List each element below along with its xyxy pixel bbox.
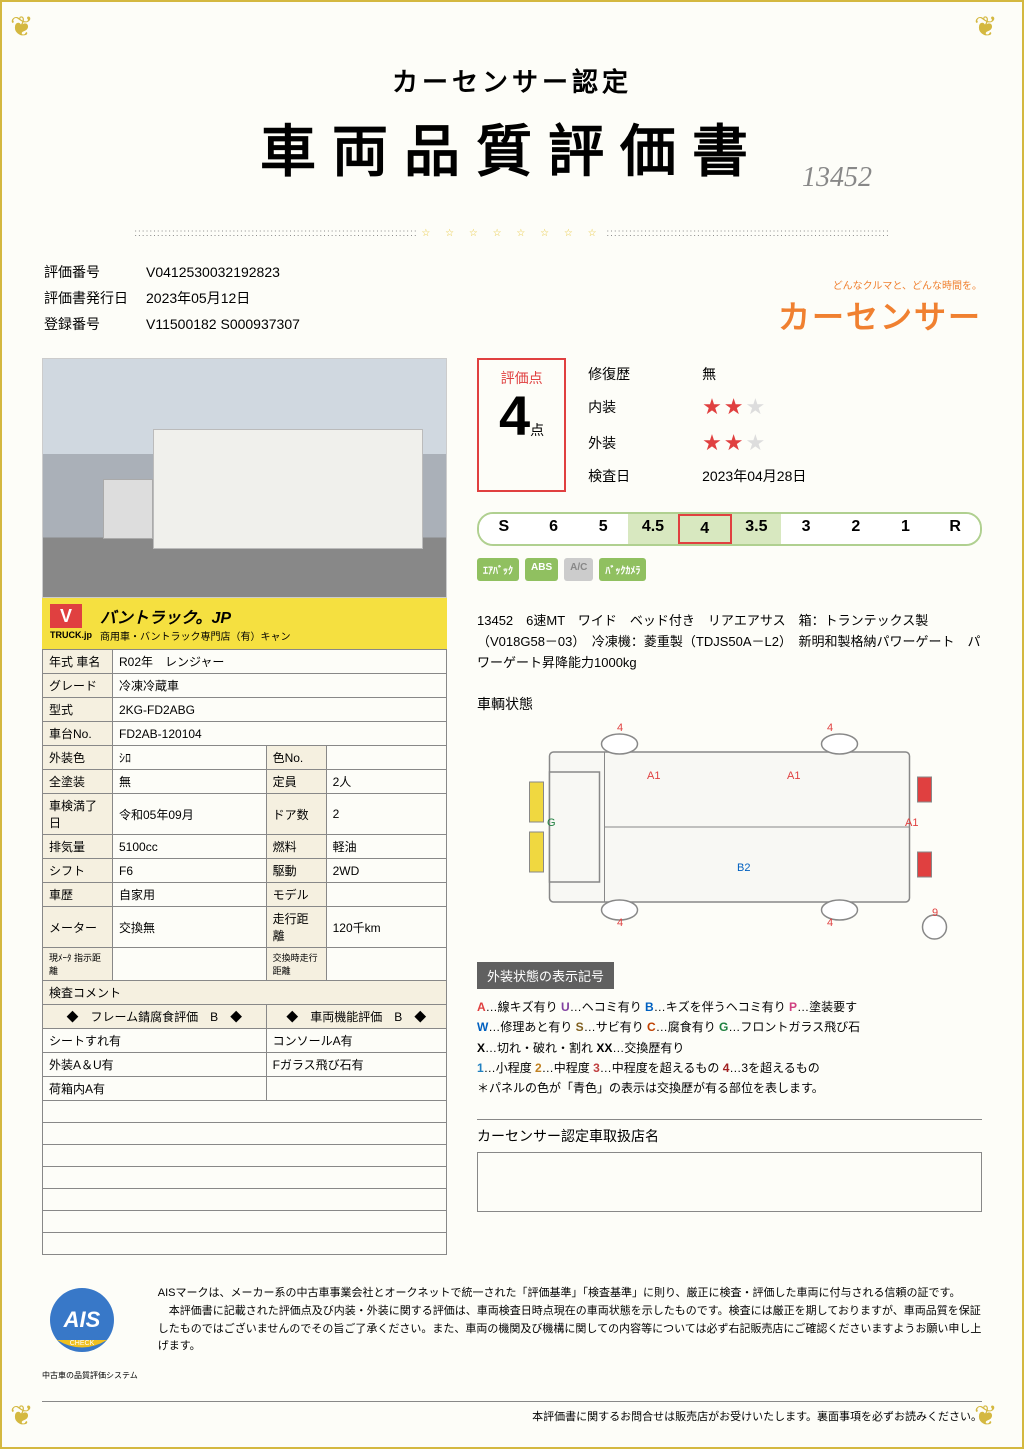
grade-scale: S 6 5 4.5 4 3.5 3 2 1 R xyxy=(477,512,982,546)
abs-icon: ABS xyxy=(525,558,558,581)
photo-caption: V TRUCK.jp バントラック。JP 商用車・バントラック専門店（有）キャン xyxy=(42,598,447,649)
corner-ornament: ❦ xyxy=(10,1399,50,1439)
bottom-note: 本評価書に関するお問合せは販売店がお受けいたします。裏面事項を必ずお読みください… xyxy=(42,1401,982,1424)
interior-stars: ★★★ xyxy=(702,390,980,424)
svg-text:CHECK: CHECK xyxy=(70,1340,95,1347)
ac-icon: A/C xyxy=(564,558,593,581)
feature-icons: ｴｱﾊﾞｯｸ ABS A/C ﾊﾞｯｸｶﾒﾗ xyxy=(477,558,982,581)
ais-badge: AIS CHECK 中古車の品質評価システム xyxy=(42,1285,138,1381)
score-box: 評価点 4点 xyxy=(477,358,566,492)
vehicle-diagram: 4 4 A1 A1 A1 G B2 4 4 9 xyxy=(477,722,982,952)
vehicle-photo xyxy=(42,358,447,598)
diagram-heading: 車輌状態 xyxy=(477,694,982,714)
description-text: 13452 6速MT ワイド ベッド付き リアエアサス 箱：トランテックス製（V… xyxy=(477,611,982,673)
svg-text:AIS: AIS xyxy=(63,1307,101,1332)
airbag-icon: ｴｱﾊﾞｯｸ xyxy=(477,558,519,581)
corner-ornament: ❦ xyxy=(10,10,50,50)
score-details: 修復歴無 内装★★★ 外装★★★ 検査日2023年04月28日 xyxy=(586,358,982,492)
handwritten-number: 13452 xyxy=(802,162,872,194)
meta-table: 評価番号V0412530032192823 評価書発行日2023年05月12日 … xyxy=(42,259,302,338)
dealer-box xyxy=(477,1152,982,1212)
page-subtitle: カーセンサー認定 xyxy=(42,62,982,99)
spec-table: 年式 車名R02年 レンジャー グレード冷凍冷蔵車 型式2KG-FD2ABG 車… xyxy=(42,649,447,1255)
brand-logo-box: どんなクルマと、どんな時間を。 カーセンサー xyxy=(778,277,982,338)
legend-heading: 外装状態の表示記号 xyxy=(477,962,614,989)
corner-ornament: ❦ xyxy=(974,10,1014,50)
ais-text: AISマークは、メーカー系の中古車事業会社とオークネットで統一された「評価基準」… xyxy=(158,1285,982,1355)
divider: ::::::::::::::::::::::::::::::::::::::::… xyxy=(42,228,982,239)
camera-icon: ﾊﾞｯｸｶﾒﾗ xyxy=(599,558,646,581)
exterior-stars: ★★★ xyxy=(702,426,980,460)
legend-text: A…線キズ有り U…ヘコミ有り B…キズを伴うヘコミ有り P…塗装要す W…修理… xyxy=(477,997,982,1099)
corner-ornament: ❦ xyxy=(974,1399,1014,1439)
dealer-heading: カーセンサー認定車取扱店名 xyxy=(477,1119,982,1146)
